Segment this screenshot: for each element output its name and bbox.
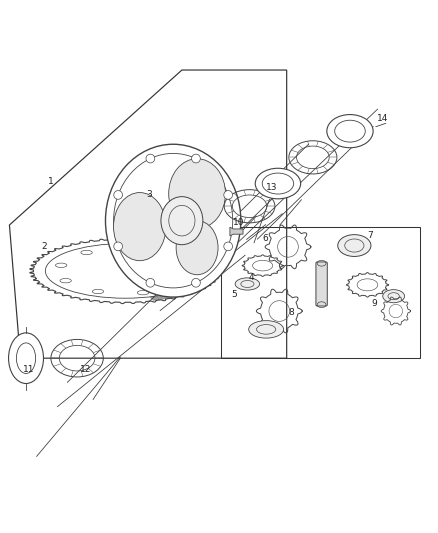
Text: 3: 3 (146, 190, 152, 199)
Text: 13: 13 (265, 183, 277, 192)
Text: 9: 9 (371, 299, 377, 308)
Ellipse shape (174, 281, 185, 286)
Ellipse shape (81, 251, 92, 255)
Ellipse shape (113, 192, 166, 261)
Ellipse shape (327, 115, 373, 148)
Ellipse shape (185, 266, 197, 271)
Ellipse shape (161, 197, 203, 245)
Ellipse shape (176, 221, 218, 274)
Ellipse shape (249, 321, 284, 338)
Text: 14: 14 (377, 114, 389, 123)
Ellipse shape (338, 235, 371, 256)
Ellipse shape (60, 279, 71, 283)
Text: 7: 7 (367, 231, 372, 240)
Text: 10: 10 (233, 219, 244, 228)
Ellipse shape (224, 191, 233, 199)
Text: 5: 5 (231, 290, 237, 300)
Text: 11: 11 (23, 365, 35, 374)
Polygon shape (230, 227, 243, 236)
Text: 12: 12 (80, 365, 92, 374)
Ellipse shape (166, 253, 177, 257)
Ellipse shape (114, 242, 123, 251)
Ellipse shape (191, 278, 200, 287)
Ellipse shape (92, 289, 104, 294)
Ellipse shape (235, 278, 260, 290)
Ellipse shape (9, 333, 43, 384)
Ellipse shape (146, 154, 155, 163)
Ellipse shape (114, 191, 123, 199)
Ellipse shape (106, 144, 241, 297)
Ellipse shape (169, 159, 226, 229)
Ellipse shape (56, 263, 67, 268)
Ellipse shape (191, 154, 200, 163)
FancyBboxPatch shape (316, 262, 327, 306)
Text: 8: 8 (288, 308, 294, 317)
Ellipse shape (146, 278, 155, 287)
Text: 1: 1 (48, 177, 54, 186)
Ellipse shape (383, 289, 405, 303)
Text: 6: 6 (262, 233, 268, 243)
Ellipse shape (124, 246, 136, 251)
Ellipse shape (138, 290, 149, 295)
Ellipse shape (255, 168, 300, 199)
Text: 2: 2 (42, 243, 47, 252)
Ellipse shape (224, 242, 233, 251)
Text: 4: 4 (249, 273, 254, 282)
